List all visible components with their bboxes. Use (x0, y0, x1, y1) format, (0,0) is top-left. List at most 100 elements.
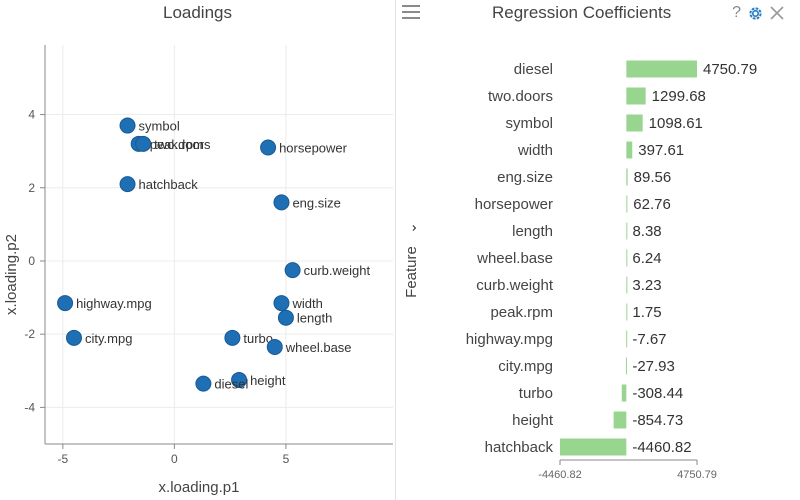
coefficients-bar-chart[interactable]: Feature ⌄ diesel 4750.79 two.doors 1299.68 sym… (396, 0, 800, 500)
feature-label: eng.size (497, 169, 553, 186)
point-label: length (297, 311, 332, 326)
feature-label: symbol (505, 115, 553, 132)
scatter-point (266, 338, 283, 355)
coefficient-bar (626, 87, 646, 105)
point-label: diesel (214, 377, 248, 392)
x-tick-label: 4750.79 (677, 469, 717, 481)
feature-label: diesel (514, 61, 553, 78)
coefficient-value-label: 397.61 (638, 142, 684, 159)
point-label: wheel.base (285, 340, 352, 355)
loadings-scatter-chart[interactable]: -5 0 5 -4 -2 0 2 4 x.loading.p1 x.loading.p2 symbo… (0, 0, 395, 500)
x-tick-label: -5 (58, 452, 69, 466)
coefficient-value-label: 1299.68 (652, 88, 706, 105)
coefficient-value-label: 4750.79 (703, 61, 757, 78)
y-tick-label: 0 (28, 254, 35, 268)
coefficient-value-label: 1.75 (632, 304, 661, 321)
scatter-point (231, 371, 248, 388)
x-tick-label: 5 (283, 452, 290, 466)
coefficient-bar (626, 330, 628, 348)
coefficient-value-label: 6.24 (632, 250, 661, 267)
coefficient-bar (626, 276, 628, 294)
feature-label: city.mpg (498, 358, 553, 375)
coefficient-value-label: -308.44 (632, 385, 683, 402)
scatter-point (119, 117, 136, 134)
scatter-point (273, 295, 290, 312)
feature-label: hatchback (485, 439, 554, 456)
point-label: city.mpg (85, 331, 132, 346)
feature-label: curb.weight (476, 277, 554, 294)
point-label: height (250, 373, 286, 388)
help-icon[interactable]: ? (732, 4, 741, 21)
point-label: eng.size (292, 195, 340, 210)
feature-label: length (512, 223, 553, 240)
coefficient-value-label: -854.73 (632, 412, 683, 429)
x-axis-title: x.loading.p1 (159, 479, 240, 496)
point-label: symbol (139, 119, 180, 134)
coefficient-bar (626, 222, 628, 240)
scatter-point (57, 295, 74, 312)
y-axis-title: x.loading.p2 (3, 234, 20, 315)
feature-label: highway.mpg (466, 331, 553, 348)
scatter-point (284, 262, 301, 279)
scatter-point (277, 309, 294, 326)
coefficients-title: Regression Coefficients (492, 3, 672, 22)
x-tick-label: -4460.82 (538, 469, 581, 481)
point-label: horsepower (279, 140, 348, 155)
scatter-point (273, 194, 290, 211)
scatter-point (135, 135, 152, 152)
coefficient-value-label: 89.56 (634, 169, 672, 186)
scatter-point (260, 139, 277, 156)
y-tick-label: 2 (28, 181, 35, 195)
coefficient-bar (626, 60, 697, 78)
coefficient-value-label: -7.67 (632, 331, 666, 348)
coefficient-bar (621, 384, 627, 402)
coefficient-bar (625, 357, 627, 375)
point-label: hatchback (139, 177, 199, 192)
close-icon[interactable] (770, 6, 784, 20)
coefficient-bar (626, 195, 628, 213)
scatter-point (119, 176, 136, 193)
coefficient-bar (626, 168, 628, 186)
point-label: peak.rpm (150, 137, 204, 152)
coefficient-bar (560, 438, 627, 456)
feature-label: height (512, 412, 554, 429)
point-label: turbo (243, 331, 273, 346)
point-label: two.doors (154, 137, 211, 152)
scatter-point (224, 329, 241, 346)
coefficients-panel: Regression Coefficients ? Feature ⌄ diesel… (396, 0, 800, 500)
feature-label: turbo (519, 385, 553, 402)
coefficient-value-label: 62.76 (633, 196, 671, 213)
coefficient-bar (626, 141, 633, 159)
x-tick-label: 0 (171, 452, 178, 466)
coefficient-value-label: 1098.61 (649, 115, 703, 132)
feature-label: width (517, 142, 553, 159)
y-tick-label: 4 (28, 108, 35, 122)
panel-divider (395, 0, 396, 500)
loadings-panel: Loadings -5 0 5 -4 -2 0 2 4 x.loading.p1 x.loadin… (0, 0, 395, 500)
y-axis-title: Feature (403, 246, 420, 298)
feature-label: horsepower (475, 196, 553, 213)
gear-icon[interactable] (747, 5, 764, 22)
loadings-title: Loadings (162, 3, 232, 22)
point-label: curb.weight (304, 263, 371, 278)
point-label: width (291, 296, 322, 311)
scatter-point (66, 329, 82, 346)
y-axis-caret-icon: ⌄ (403, 222, 419, 234)
y-tick-label: -2 (24, 327, 35, 341)
y-tick-label: -4 (24, 400, 35, 414)
point-label: highway.mpg (76, 296, 152, 311)
coefficient-value-label: 8.38 (632, 223, 661, 240)
menu-icon[interactable] (402, 5, 420, 19)
panel-toolbar: ? (732, 2, 784, 24)
coefficient-bar (626, 114, 643, 132)
coefficient-value-label: 3.23 (632, 277, 661, 294)
coefficient-bar (613, 411, 627, 429)
coefficient-bar (626, 303, 628, 321)
coefficient-bar (626, 249, 628, 267)
coefficient-value-label: -4460.82 (632, 439, 691, 456)
coefficient-value-label: -27.93 (632, 358, 675, 375)
feature-label: two.doors (488, 88, 553, 105)
scatter-point (195, 375, 212, 392)
feature-label: wheel.base (476, 250, 553, 267)
feature-label: peak.rpm (490, 304, 553, 321)
